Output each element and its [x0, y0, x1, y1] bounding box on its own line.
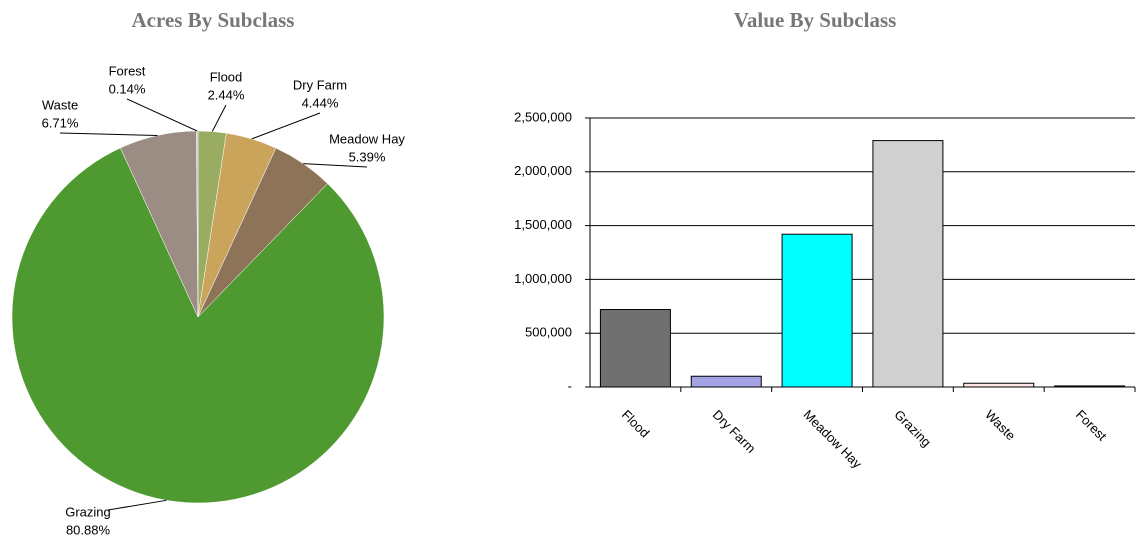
y-tick-label: 2,000,000 — [514, 163, 572, 178]
bar — [781, 233, 853, 388]
x-tick-label: Waste — [982, 407, 1018, 443]
slice-value-label: 2.44% — [208, 87, 245, 102]
leader-line — [211, 104, 227, 132]
pie-slice — [11, 147, 385, 504]
chart-title: Acres By Subclass — [132, 8, 295, 32]
y-tick-label: - — [568, 378, 572, 393]
slice-label: Grazing — [65, 504, 111, 519]
x-tick-label: Meadow Hay — [801, 407, 866, 472]
leader-line — [59, 132, 158, 136]
leader-line — [303, 163, 368, 168]
x-tick-label: Grazing — [891, 407, 934, 450]
slice-value-label: 0.14% — [109, 81, 146, 96]
y-tick-label: 500,000 — [525, 325, 572, 340]
slice-value-label: 80.88% — [66, 522, 111, 537]
y-tick-label: 1,500,000 — [514, 217, 572, 232]
leader-line — [251, 112, 321, 140]
slice-value-label: 5.39% — [349, 149, 386, 164]
slice-label: Waste — [42, 97, 78, 112]
slice-label: Dry Farm — [293, 77, 347, 92]
slice-label: Flood — [210, 69, 243, 84]
y-tick-label: 1,000,000 — [514, 271, 572, 286]
x-tick-label: Flood — [619, 407, 653, 441]
slice-label: Meadow Hay — [329, 131, 405, 146]
bar — [872, 140, 944, 388]
slice-label: Forest — [109, 63, 146, 78]
bar — [963, 382, 1035, 388]
slice-value-label: 6.71% — [42, 115, 79, 130]
bar — [690, 375, 762, 388]
leader-line — [126, 98, 198, 132]
bar — [1054, 385, 1126, 388]
x-tick-label: Forest — [1073, 407, 1110, 444]
x-tick-label: Dry Farm — [710, 407, 759, 456]
leader-line — [107, 499, 167, 511]
y-tick-label: 2,500,000 — [514, 109, 572, 124]
slice-value-label: 4.44% — [302, 95, 339, 110]
bar — [599, 309, 671, 388]
chart-title: Value By Subclass — [734, 8, 897, 32]
